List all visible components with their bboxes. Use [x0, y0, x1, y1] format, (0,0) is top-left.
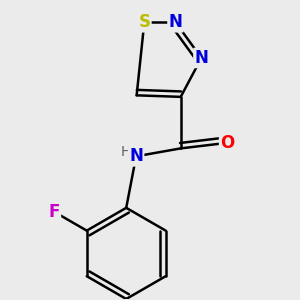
- Text: N: N: [129, 147, 143, 165]
- Text: N: N: [169, 13, 182, 31]
- Text: H: H: [121, 146, 131, 159]
- Text: O: O: [220, 134, 234, 152]
- Text: S: S: [138, 13, 150, 31]
- Text: F: F: [49, 203, 60, 221]
- Text: N: N: [194, 49, 208, 67]
